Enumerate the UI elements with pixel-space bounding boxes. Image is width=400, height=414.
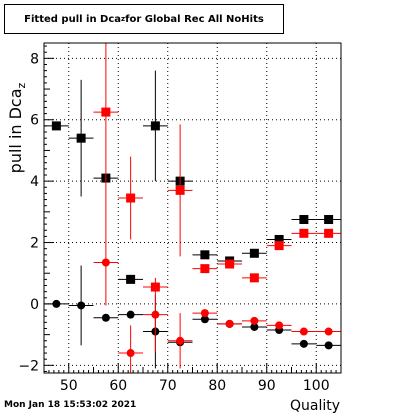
square-marker bbox=[249, 273, 259, 283]
circle-marker bbox=[52, 299, 61, 308]
y-tick-label: 2 bbox=[30, 236, 39, 252]
x-tick-label: 80 bbox=[208, 378, 226, 394]
square-marker bbox=[150, 121, 160, 131]
square-marker bbox=[225, 259, 235, 269]
circle-marker bbox=[176, 336, 185, 345]
square-marker bbox=[274, 234, 284, 244]
circle-marker bbox=[200, 309, 209, 318]
square-marker bbox=[299, 228, 309, 238]
square-marker bbox=[249, 248, 259, 258]
circle-marker bbox=[151, 310, 160, 319]
x-tick-label: 50 bbox=[60, 378, 78, 394]
y-axis-label: pull in Dcaz bbox=[6, 82, 28, 173]
circle-marker bbox=[77, 301, 86, 310]
square-marker bbox=[200, 250, 210, 260]
square-marker bbox=[126, 274, 136, 284]
circle-marker bbox=[324, 327, 333, 336]
title-subscript: z bbox=[121, 15, 126, 23]
circle-marker bbox=[101, 313, 110, 322]
grid-lines bbox=[44, 43, 341, 373]
y-tick-label: 8 bbox=[30, 51, 39, 67]
square-marker bbox=[76, 133, 86, 143]
y-tick-label: −2 bbox=[18, 358, 39, 374]
title-text-tail: for Global Rec All NoHits bbox=[125, 13, 264, 25]
x-tick-label: 70 bbox=[159, 378, 177, 394]
square-marker bbox=[175, 185, 185, 195]
circle-marker bbox=[126, 349, 135, 358]
y-tick-label: 6 bbox=[30, 113, 39, 129]
plot-frame bbox=[43, 42, 342, 374]
y-tick-label: 4 bbox=[30, 174, 39, 190]
square-marker bbox=[126, 193, 136, 203]
circle-marker bbox=[101, 258, 110, 267]
square-marker bbox=[101, 107, 111, 117]
circle-marker bbox=[126, 310, 135, 319]
square-marker bbox=[274, 241, 284, 251]
square-marker bbox=[324, 228, 334, 238]
circle-marker bbox=[200, 315, 209, 324]
x-tick-label: 100 bbox=[303, 378, 330, 394]
square-marker bbox=[200, 264, 210, 274]
circle-marker bbox=[250, 316, 259, 325]
circle-marker bbox=[250, 322, 259, 331]
circle-marker bbox=[324, 341, 333, 350]
square-marker bbox=[51, 121, 61, 131]
chart-title: Fitted pull in Dca z for Global Rec All N… bbox=[4, 4, 284, 34]
square-marker bbox=[299, 215, 309, 225]
circle-marker bbox=[299, 327, 308, 336]
x-tick-label: 90 bbox=[258, 378, 276, 394]
title-text: Fitted pull in Dca bbox=[24, 13, 122, 25]
tick-labels: 50 60 70 80 90 100 −2 0 2 4 6 8 bbox=[18, 51, 329, 394]
x-tick-label: 60 bbox=[109, 378, 127, 394]
y-tick-label: 0 bbox=[30, 297, 39, 313]
circle-marker bbox=[299, 339, 308, 348]
timestamp: Mon Jan 18 15:53:02 2021 bbox=[4, 400, 137, 410]
data-markers bbox=[44, 43, 341, 373]
axis-ticks bbox=[43, 45, 342, 373]
circle-marker bbox=[275, 321, 284, 330]
x-axis-label: Quality bbox=[290, 398, 340, 414]
square-marker bbox=[324, 215, 334, 225]
circle-marker bbox=[225, 319, 234, 328]
